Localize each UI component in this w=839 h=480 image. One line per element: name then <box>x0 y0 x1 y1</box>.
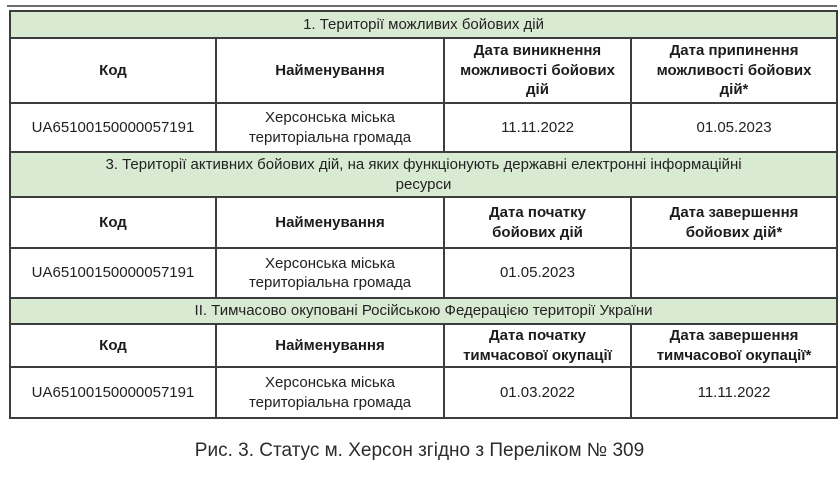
section3-cell-code: UA65100150000057191 <box>9 366 217 419</box>
section3-cell-name: Херсонська міська територіальна громада <box>215 366 445 419</box>
section2-col-header-name: Найменування <box>215 196 445 249</box>
section3-cell-date-start: 01.03.2022 <box>443 366 632 419</box>
section1-title: 1. Території можливих бойових дій <box>8 10 839 39</box>
section1-header-row: Код Найменування Дата виникнення можливо… <box>9 37 839 104</box>
section1-cell-code: UA65100150000057191 <box>9 102 217 153</box>
figure-caption: Рис. 3. Статус м. Херсон згідно з Перелі… <box>194 440 645 461</box>
section2-title: 3. Території активних бойових дій, на як… <box>8 151 839 198</box>
section1-cell-name: Херсонська міська територіальна громада <box>215 102 445 153</box>
section2-header-row: Код Найменування Дата початку бойових ді… <box>9 196 839 249</box>
section2-cell-code: UA65100150000057191 <box>9 247 217 299</box>
section2-col-header-date-start: Дата початку бойових дій <box>443 196 632 249</box>
section3-title-row: ІІ. Тимчасово окуповані Російською Федер… <box>8 297 839 325</box>
section1-cell-date-start: 11.11.2022 <box>443 102 632 153</box>
section3-header-row: Код Найменування Дата початку тимчасової… <box>9 323 839 368</box>
section2-title-row: 3. Території активних бойових дій, на як… <box>8 151 839 198</box>
section2-col-header-date-end: Дата завершення бойових дій* <box>629 196 839 249</box>
section2-cell-date-start: 01.05.2023 <box>443 247 632 299</box>
section1-col-header-name: Найменування <box>215 37 445 104</box>
section1-title-row: 1. Території можливих бойових дій <box>8 10 839 39</box>
section3-col-header-date-start: Дата початку тимчасової окупації <box>443 323 632 368</box>
top-rule <box>7 5 837 7</box>
section2-col-header-code: Код <box>9 196 217 249</box>
section3-col-header-code: Код <box>9 323 217 368</box>
status-table: 1. Території можливих бойових дій Код На… <box>8 10 839 419</box>
section1-col-header-date-start: Дата виникнення можливості бойових дій <box>443 37 632 104</box>
section1-col-header-code: Код <box>9 37 217 104</box>
section1-data-row: UA65100150000057191 Херсонська міська те… <box>9 102 839 153</box>
section3-col-header-date-end: Дата завершення тимчасової окупації* <box>629 323 839 368</box>
section3-cell-date-end: 11.11.2022 <box>629 366 839 419</box>
section3-title: ІІ. Тимчасово окуповані Російською Федер… <box>8 297 839 325</box>
section2-data-row: UA65100150000057191 Херсонська міська те… <box>9 247 839 299</box>
section2-cell-name: Херсонська міська територіальна громада <box>215 247 445 299</box>
section1-cell-date-end: 01.05.2023 <box>629 102 839 153</box>
section1-col-header-date-end: Дата припинення можливості бойових дій* <box>629 37 839 104</box>
section2-cell-date-end <box>629 247 839 299</box>
section3-col-header-name: Найменування <box>215 323 445 368</box>
section3-data-row: UA65100150000057191 Херсонська міська те… <box>9 366 839 419</box>
